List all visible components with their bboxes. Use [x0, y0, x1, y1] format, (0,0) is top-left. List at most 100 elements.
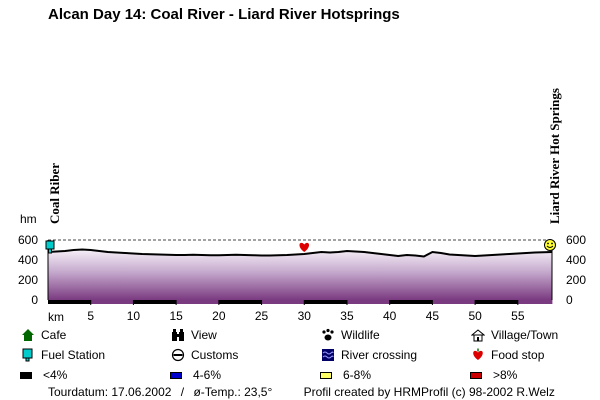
legend-label: Cafe — [41, 328, 67, 342]
gradient-segment — [270, 300, 280, 304]
fuel-icon-base — [48, 248, 52, 254]
smiley-icon — [544, 239, 556, 251]
gradient-segment — [65, 300, 75, 304]
legend-label: <4% — [43, 368, 68, 382]
gradient-segment — [440, 300, 450, 304]
gradient-segment — [210, 300, 220, 304]
food-stop-marker — [299, 242, 310, 252]
village-icon — [470, 328, 486, 342]
legend-item-view: View — [170, 328, 217, 342]
x-tick-label: 25 — [255, 309, 269, 323]
legend-item-village: Village/Town — [470, 328, 558, 342]
legend-item-fuel: Fuel Station — [20, 348, 105, 362]
legend-label: Food stop — [491, 348, 545, 362]
gradient-segment — [398, 300, 408, 304]
footer: Tourdatum: 17.06.2002 / ø-Temp.: 23,5° P… — [48, 385, 561, 399]
gradient-segment — [150, 300, 160, 304]
smiley-eye — [551, 242, 553, 245]
gradient-segment — [355, 300, 365, 304]
fuel-station-marker — [45, 240, 55, 254]
x-tick-label: 55 — [511, 309, 525, 323]
gradient-segment — [90, 300, 100, 304]
gradient-segment — [82, 300, 92, 304]
x-tick-label: 10 — [127, 309, 141, 323]
legend-label: Customs — [191, 348, 239, 362]
gradient-segment — [167, 300, 177, 304]
gradient-segment — [73, 300, 83, 304]
gradient-segment — [372, 300, 382, 304]
legend-item-grade-6-8: 6-8% — [320, 368, 371, 382]
legend-item-grade-lt4: <4% — [20, 368, 67, 382]
x-tick-label: 30 — [298, 309, 312, 323]
gradient-segment — [201, 300, 211, 304]
y-axis-label: hm — [20, 212, 37, 226]
gradient-segment — [116, 300, 126, 304]
gradient-segment — [218, 300, 228, 304]
gradient-segment — [526, 300, 536, 304]
gradient-segment — [107, 300, 117, 304]
elevation-line — [47, 248, 553, 258]
gradient-segment — [500, 300, 510, 304]
binoculars-icon — [170, 328, 186, 342]
legend-item-cafe: Cafe — [20, 328, 66, 342]
gradient-segment — [534, 300, 544, 304]
y-tick-label-left: 0 — [31, 293, 38, 307]
legend-item-food: Food stop — [470, 348, 544, 362]
legend-label: 6-8% — [343, 368, 372, 382]
gradient-segment — [312, 300, 322, 304]
gradient-segment — [56, 300, 66, 304]
average-temperature: ø-Temp.: 23,5° — [193, 385, 273, 399]
gradient-segment — [287, 300, 297, 304]
gradient-segment — [176, 300, 186, 304]
gradient-segment — [509, 300, 519, 304]
y-tick-label-right: 600 — [566, 233, 586, 247]
gradient-segment — [458, 300, 467, 304]
gradient-segment — [466, 300, 476, 304]
y-tick-label-right: 200 — [566, 273, 586, 287]
chart-title: Alcan Day 14: Coal River - Liard River H… — [48, 6, 400, 23]
smiley-mouth — [546, 245, 554, 248]
gradient-segment — [244, 300, 254, 304]
gradient-segment — [261, 300, 271, 304]
grade-swatch — [470, 371, 482, 379]
food-stop-icon — [299, 242, 310, 252]
gradient-segment — [159, 300, 168, 304]
gradient-segment — [295, 300, 305, 304]
legend-label: Village/Town — [491, 328, 559, 342]
x-tick-label: 20 — [212, 309, 226, 323]
x-tick-label: 35 — [340, 309, 354, 323]
grade-swatch — [170, 371, 182, 379]
river-icon — [320, 348, 336, 362]
legend-label: Wildlife — [341, 328, 380, 342]
tour-date: Tourdatum: 17.06.2002 — [48, 385, 172, 399]
x-tick-label: 50 — [468, 309, 482, 323]
gradient-segment — [278, 300, 288, 304]
gradient-segment — [321, 300, 331, 304]
elevation-area — [48, 249, 552, 300]
gradient-segment — [235, 300, 245, 304]
gradient-segment — [193, 300, 203, 304]
gradient-segment — [475, 300, 485, 304]
gradient-segment — [389, 300, 399, 304]
gradient-segment — [543, 300, 553, 304]
gradient-segment — [406, 300, 416, 304]
legend-item-grade-gt8: >8% — [470, 368, 517, 382]
fuel-icon — [45, 240, 55, 250]
legend-label: View — [191, 328, 217, 342]
gradient-segment — [253, 300, 262, 304]
legend-item-wildlife: Wildlife — [320, 328, 380, 342]
gradient-segment — [133, 300, 143, 304]
y-tick-label-left: 200 — [18, 273, 38, 287]
smiley-eye — [547, 242, 549, 245]
legend-item-river: River crossing — [320, 348, 417, 362]
x-tick-label: 15 — [169, 309, 183, 323]
gradient-segment — [381, 300, 391, 304]
gradient-segment — [141, 300, 151, 304]
gradient-segment — [304, 300, 314, 304]
legend-label: 4-6% — [193, 368, 222, 382]
gradient-segment — [492, 300, 502, 304]
gradient-segment — [227, 300, 237, 304]
gradient-segment — [364, 300, 374, 304]
x-tick-label: 45 — [426, 309, 440, 323]
elevation-profile-chart: 0 0 200 200 400 400 600 600 5 10 15 20 25 30 35 40 45 50 5… — [18, 233, 586, 323]
